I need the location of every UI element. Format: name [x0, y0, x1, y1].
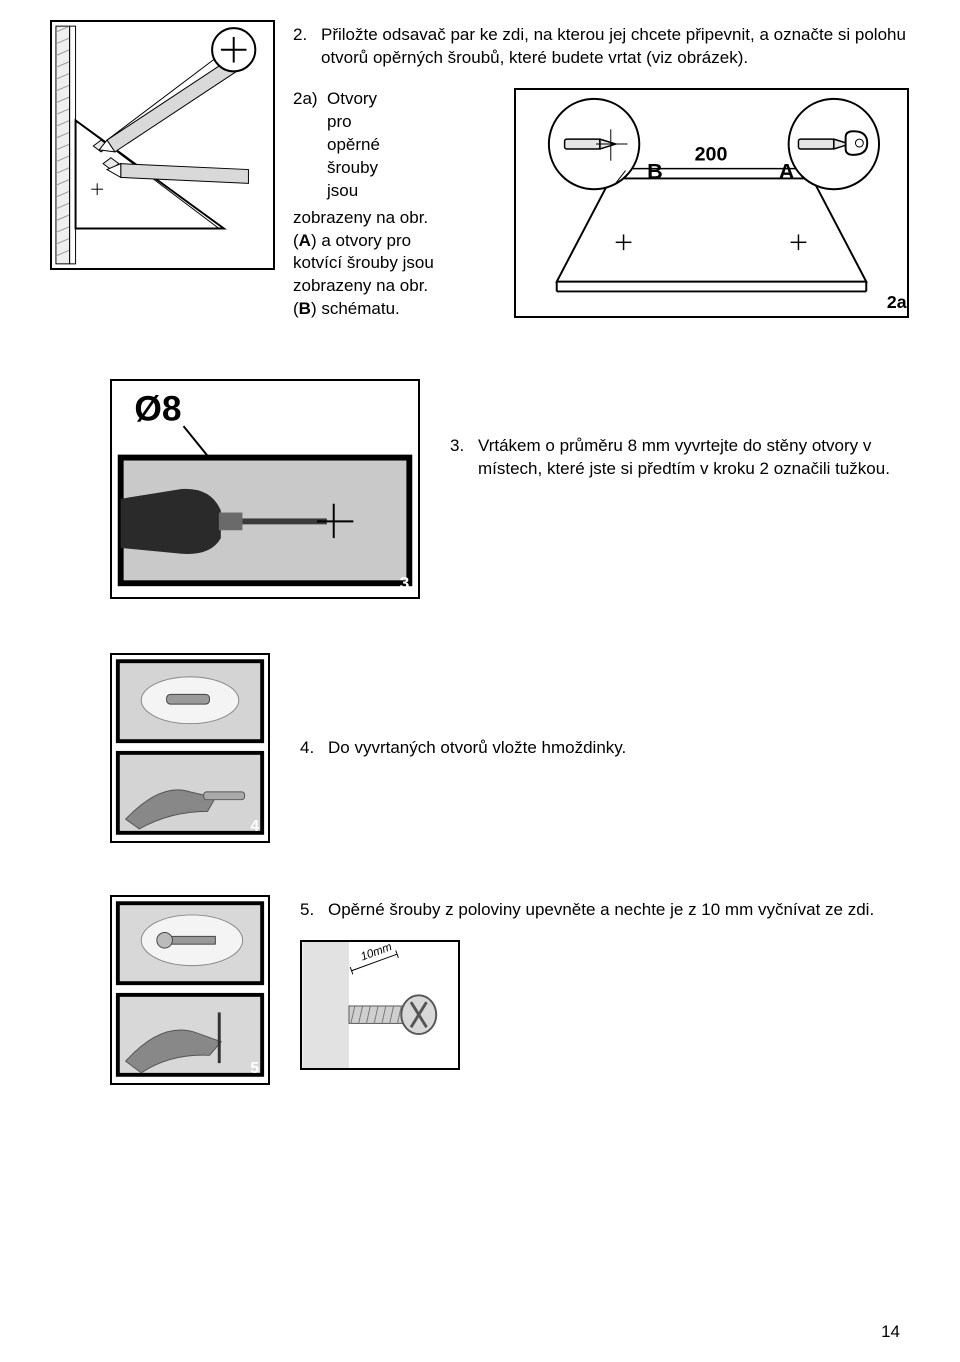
t5: (B) schématu. — [293, 298, 498, 321]
step-5-block: 5. Opěrné šrouby z poloviny upevněte a n… — [300, 895, 900, 1070]
t4: zobrazeny na obr. — [293, 275, 498, 298]
step-2-text: Přiložte odsavač par ke zdi, na kterou j… — [321, 24, 909, 70]
fig4-corner: 4 — [250, 818, 259, 835]
step-5-text: Opěrné šrouby z poloviny upevněte a nech… — [328, 899, 874, 922]
figure-step2-mark-wall — [50, 20, 275, 270]
step-2a-l1: Otvory — [327, 88, 380, 111]
fig5-10mm: 10mm — [359, 942, 394, 963]
figure-3-drill: Ø8 3 — [110, 379, 420, 599]
fig2a-corner: 2a — [887, 292, 907, 312]
figure-2a: 200 B — [514, 88, 909, 318]
step-4-block: 4. Do vyvrtaných otvorů vložte hmoždinky… — [300, 737, 900, 760]
step-3-number: 3. — [450, 435, 478, 481]
step-2a-l4: šrouby — [327, 157, 380, 180]
step-2a-l2: pro — [327, 111, 380, 134]
step-2a-head: Otvory pro opěrné šrouby jsou — [327, 88, 380, 203]
fig5-corner: 5 — [250, 1060, 259, 1077]
step-2a-l3: opěrné — [327, 134, 380, 157]
step-2a-number: 2a) — [293, 88, 327, 203]
fig2a-label-b: B — [647, 158, 663, 183]
figure-5-screw-insert: 5 — [110, 895, 270, 1085]
step-4-number: 4. — [300, 737, 328, 760]
step-3-block: 3. Vrtákem o průměru 8 mm vyvrtejte do s… — [450, 379, 900, 481]
t1: zobrazeny na obr. — [293, 207, 498, 230]
step-2a-l5: jsou — [327, 180, 380, 203]
step-2-block: 2. Přiložte odsavač par ke zdi, na ktero… — [293, 20, 909, 321]
step-3-text: Vrtákem o průměru 8 mm vyvrtejte do stěn… — [478, 435, 900, 481]
step-4-text: Do vyvrtaných otvorů vložte hmoždinky. — [328, 737, 626, 760]
fig3-label: Ø8 — [134, 390, 181, 429]
t3: kotvící šrouby jsou — [293, 252, 498, 275]
figure-5-10mm: 10mm — [300, 940, 460, 1070]
step-2-number: 2. — [293, 24, 321, 70]
fig2a-dist: 200 — [695, 144, 728, 166]
step-5-number: 5. — [300, 899, 328, 922]
fig2a-label-a: A — [779, 158, 795, 183]
t2: (A) a otvory pro — [293, 230, 498, 253]
page-number: 14 — [881, 1321, 900, 1344]
figure-4-wallplug: 4 — [110, 653, 270, 843]
step-2a-tail: zobrazeny na obr. (A) a otvory pro kotví… — [293, 207, 498, 322]
fig3-corner: 3 — [400, 573, 410, 593]
